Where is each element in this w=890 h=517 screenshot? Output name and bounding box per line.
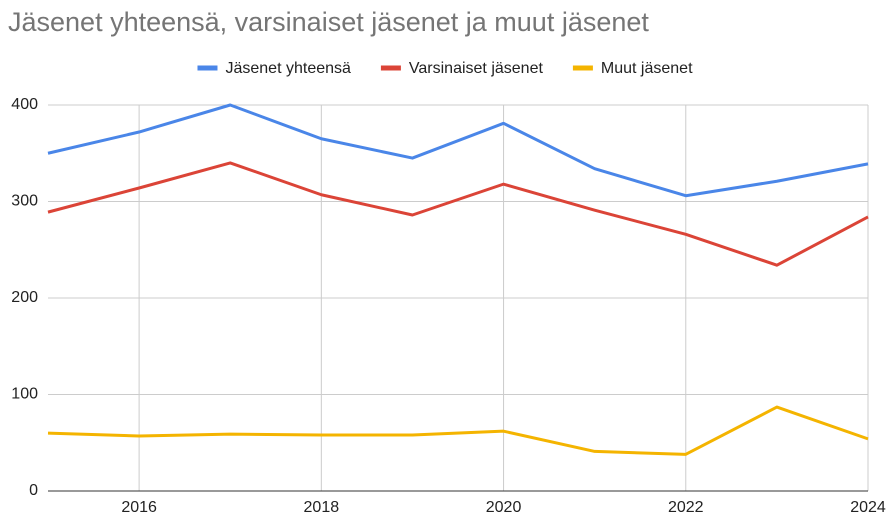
y-tick-label: 200 xyxy=(11,289,38,306)
chart-title: Jäsenet yhteensä, varsinaiset jäsenet ja… xyxy=(8,7,649,37)
y-tick-label: 0 xyxy=(29,482,38,499)
line xyxy=(47,405,869,456)
y-tick-label: 100 xyxy=(11,386,38,403)
x-tick-label: 2018 xyxy=(304,499,340,516)
line xyxy=(47,161,869,267)
legend-label: Muut jäsenet xyxy=(601,60,693,77)
legend-label: Varsinaiset jäsenet xyxy=(409,60,544,77)
legend-label: Jäsenet yhteensä xyxy=(225,60,351,77)
line xyxy=(47,103,869,198)
x-tick-label: 2022 xyxy=(668,499,704,516)
y-tick-label: 300 xyxy=(11,193,38,210)
x-tick-label: 2024 xyxy=(850,499,886,516)
x-tick-label: 2020 xyxy=(486,499,522,516)
y-tick-label: 400 xyxy=(11,96,38,113)
x-tick-label: 2016 xyxy=(121,499,157,516)
